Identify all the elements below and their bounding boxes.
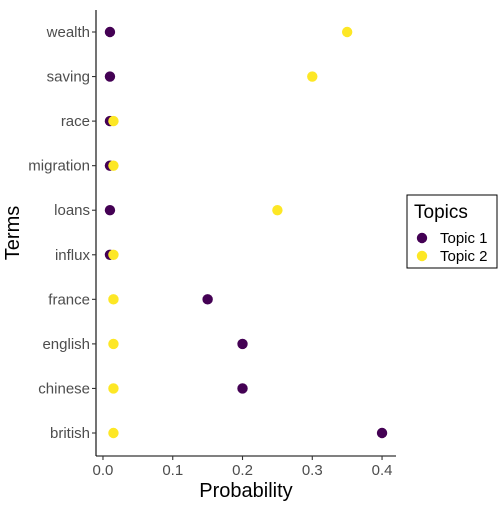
data-points [104,26,388,439]
legend-label-series-2: Topic 2 [440,248,488,265]
point-loans-series-1 [104,205,116,216]
x-tick-label: 0.4 [372,462,393,479]
y-tick-label: english [42,336,90,353]
point-influx-series-2 [108,249,119,260]
point-race-series-2 [108,115,119,127]
point-saving-series-1 [104,71,116,82]
y-tick-label: migration [28,158,90,175]
legend-label-series-1: Topic 1 [440,230,488,247]
point-france-series-1 [202,294,213,305]
point-wealth-series-1 [104,26,116,38]
legend-key-series-1 [416,232,428,244]
point-british-series-2 [108,427,119,439]
y-tick-label: saving [47,69,90,86]
y-tick-label: influx [55,247,91,264]
x-tick-label: 0.0 [93,462,114,479]
point-loans-series-2 [272,205,283,216]
y-tick-label: wealth [46,24,90,41]
axes [95,10,396,457]
x-tick-label: 0.3 [302,462,323,479]
y-tick-label: chinese [38,380,90,397]
point-chinese-series-2 [108,383,119,394]
point-wealth-series-2 [341,26,353,38]
y-tick-label: france [48,291,90,308]
x-tick-label: 0.2 [232,462,253,479]
legend-key-series-2 [416,250,428,262]
point-saving-series-2 [307,71,318,82]
y-axis-title: Terms [2,206,24,260]
y-tick-label: race [61,113,90,130]
point-english-series-2 [108,338,119,350]
point-english-series-1 [237,338,248,350]
x-tick-label: 0.1 [162,462,183,479]
x-axis-title: Probability [199,480,292,502]
y-tick-label: british [50,425,90,442]
y-tick-label: loans [54,202,90,219]
x-ticks: 0.0 0.1 0.2 0.3 0.4 [93,456,393,479]
y-ticks: wealth saving race migration loans influx fran… [28,24,96,442]
point-france-series-2 [108,294,119,305]
legend-title: Topics [414,202,468,223]
point-migration-series-2 [108,160,119,171]
point-british-series-1 [376,427,388,439]
point-chinese-series-1 [237,383,248,394]
